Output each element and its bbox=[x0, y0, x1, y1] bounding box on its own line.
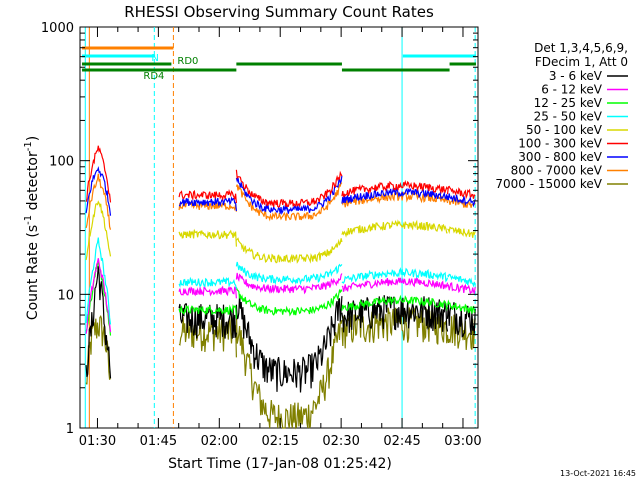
y-axis: 1 10 100 1000 bbox=[41, 21, 478, 437]
flag-label: RD4 bbox=[143, 71, 164, 82]
y-tick-label: 1000 bbox=[41, 21, 74, 36]
legend-label: 6 - 12 keV bbox=[541, 83, 603, 97]
x-tick-label: 02:00 bbox=[201, 434, 238, 449]
series-line bbox=[85, 237, 112, 325]
legend-label: 12 - 25 keV bbox=[534, 96, 603, 110]
x-tick-label: 01:30 bbox=[79, 434, 116, 449]
legend-label: 7000 - 15000 keV bbox=[495, 177, 602, 191]
y-tick-label: 100 bbox=[49, 155, 74, 170]
series-line bbox=[85, 145, 112, 203]
series-line bbox=[235, 175, 343, 215]
series-line bbox=[235, 310, 343, 430]
series-line bbox=[178, 228, 237, 247]
x-tick-label: 02:15 bbox=[261, 434, 298, 449]
series-line bbox=[341, 267, 449, 284]
legend-label: 25 - 50 keV bbox=[534, 110, 603, 124]
series-line bbox=[178, 196, 237, 212]
y-label-sup2: -1 bbox=[23, 141, 34, 151]
series-line bbox=[446, 299, 476, 314]
legend-header-1: Det 1,3,4,5,6,9, bbox=[534, 41, 628, 55]
legend-label: 300 - 800 keV bbox=[518, 150, 602, 164]
legend-label: 100 - 300 keV bbox=[518, 137, 602, 151]
series-line bbox=[341, 219, 448, 238]
series-line bbox=[178, 276, 237, 290]
x-tick-label: 02:45 bbox=[383, 434, 420, 449]
series-line bbox=[447, 273, 476, 288]
x-axis-label: Start Time (17-Jan-08 01:25:42) bbox=[168, 456, 392, 472]
series-line bbox=[85, 258, 112, 334]
series-line bbox=[178, 188, 237, 204]
timestamp: 13-Oct-2021 16:45 bbox=[560, 469, 636, 478]
series-line bbox=[85, 315, 112, 385]
x-tick-label: 02:30 bbox=[322, 434, 359, 449]
series-line bbox=[85, 165, 112, 216]
series-line bbox=[235, 272, 343, 295]
series-line bbox=[341, 276, 449, 292]
y-tick-label: 1 bbox=[66, 422, 74, 437]
legend-header-2: FDecim 1, Att 0 bbox=[535, 55, 628, 69]
series-line bbox=[235, 181, 343, 222]
plot-frame bbox=[79, 26, 479, 429]
series-line bbox=[235, 237, 343, 264]
series-line bbox=[446, 185, 476, 200]
series-line bbox=[85, 173, 112, 230]
series-line bbox=[341, 187, 449, 204]
legend-label: 3 - 6 keV bbox=[549, 69, 603, 83]
series-7000-15000-kev bbox=[85, 307, 476, 430]
series-line bbox=[341, 179, 449, 198]
flag-label: RD0 bbox=[177, 56, 198, 67]
series-line bbox=[447, 282, 476, 295]
series-line bbox=[447, 226, 476, 238]
y-axis-label: Count Rate (s-1 detector-1) bbox=[23, 136, 41, 320]
series-50-100-kev bbox=[85, 200, 476, 264]
x-tick-label: 01:45 bbox=[140, 434, 177, 449]
series-line bbox=[341, 294, 449, 312]
series-line bbox=[235, 169, 343, 208]
chart-title: RHESSI Observing Summary Count Rates bbox=[124, 3, 434, 21]
y-label-sup1: -1 bbox=[23, 215, 34, 225]
series-line bbox=[85, 200, 112, 261]
legend-label: 800 - 7000 keV bbox=[511, 164, 603, 178]
series-6-12-kev bbox=[85, 258, 476, 334]
series-layer bbox=[85, 145, 476, 430]
series-line bbox=[178, 285, 237, 299]
y-label-end: ) bbox=[25, 136, 41, 141]
series-line bbox=[85, 265, 112, 379]
series-line bbox=[446, 193, 476, 208]
series-line bbox=[235, 261, 343, 286]
series-line bbox=[235, 294, 343, 393]
x-tick-label: 03:00 bbox=[444, 434, 481, 449]
y-label-main: Count Rate (s bbox=[25, 225, 41, 320]
x-axis: 01:30 01:45 02:00 02:15 02:30 02:45 03:00 bbox=[79, 27, 482, 449]
series-300-800-kev bbox=[85, 165, 476, 216]
y-tick-label: 10 bbox=[57, 288, 74, 303]
series-25-50-kev bbox=[85, 237, 476, 325]
boundary-lines bbox=[84, 27, 476, 428]
flag-bars: N RD0 RD4 bbox=[82, 46, 476, 82]
series-line bbox=[235, 287, 343, 317]
series-100-300-kev bbox=[85, 145, 476, 208]
legend-label: 50 - 100 keV bbox=[526, 123, 603, 137]
legend: Det 1,3,4,5,6,9, FDecim 1, Att 0 3 - 6 k… bbox=[495, 41, 628, 191]
flag-label: N bbox=[151, 53, 158, 64]
y-label-mid: detector bbox=[25, 151, 41, 215]
series-line bbox=[178, 303, 237, 319]
